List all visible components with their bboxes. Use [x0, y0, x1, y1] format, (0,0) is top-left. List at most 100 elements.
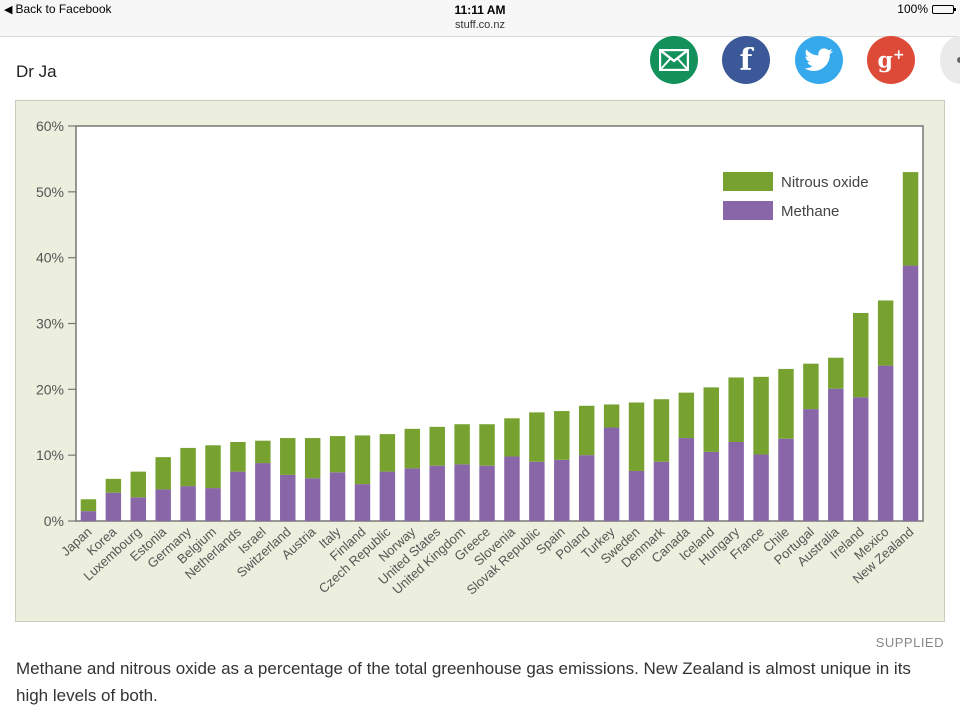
bar-methane-portugal	[803, 409, 819, 521]
bar-nitrous-oxide-netherlands	[230, 442, 246, 472]
bar-methane-slovak-republic	[529, 461, 545, 521]
bar-methane-denmark	[653, 461, 670, 521]
bar-methane-germany	[180, 486, 196, 521]
bar-methane-israel	[255, 463, 271, 521]
bar-methane-estonia	[155, 489, 171, 521]
bar-nitrous-oxide-sweden	[628, 402, 645, 471]
bar-methane-hungary	[728, 442, 744, 521]
bar-nitrous-oxide-slovak-republic	[529, 412, 545, 462]
bar-methane-czech-republic	[379, 471, 396, 521]
bar-methane-spain	[554, 459, 570, 521]
bar-methane-norway	[404, 468, 421, 521]
author-name: Dr Ja	[16, 62, 57, 81]
emissions-chart: 0%10%20%30%40%50%60%JapanKoreaLuxembourg…	[36, 118, 924, 598]
url-display[interactable]: stuff.co.nz	[455, 19, 505, 31]
bar-nitrous-oxide-belgium	[205, 445, 221, 489]
bar-methane-poland	[578, 455, 595, 521]
bar-methane-mexico	[877, 365, 894, 521]
bar-methane-switzerland	[280, 474, 296, 521]
more-icon	[957, 57, 960, 63]
bar-nitrous-oxide-japan	[80, 499, 97, 512]
bar-nitrous-oxide-denmark	[653, 399, 670, 462]
y-tick-label: 50%	[36, 184, 64, 200]
back-label: Back to Facebook	[15, 2, 112, 16]
bar-nitrous-oxide-norway	[404, 428, 421, 469]
battery-percent: 100%	[897, 2, 928, 16]
y-tick-label: 40%	[36, 250, 64, 266]
bar-methane-new-zealand	[902, 265, 919, 521]
twitter-icon	[804, 48, 833, 71]
bar-methane-korea	[105, 492, 122, 521]
bar-methane-greece	[479, 465, 495, 521]
y-tick-label: 60%	[36, 118, 64, 134]
status-bar: ◀ Back to Facebook 11:11 AM stuff.co.nz …	[0, 0, 960, 37]
bar-methane-sweden	[628, 470, 645, 521]
bar-nitrous-oxide-estonia	[155, 457, 171, 490]
bar-nitrous-oxide-hungary	[728, 377, 744, 442]
bar-nitrous-oxide-korea	[105, 478, 122, 493]
bar-nitrous-oxide-australia	[828, 357, 844, 389]
bar-nitrous-oxide-luxembourg	[130, 471, 147, 498]
bar-methane-austria	[304, 478, 321, 521]
bar-nitrous-oxide-france	[753, 376, 769, 455]
bar-nitrous-oxide-new-zealand	[902, 172, 919, 266]
bar-methane-slovenia	[504, 456, 520, 521]
bar-methane-turkey	[603, 427, 620, 521]
bar-nitrous-oxide-czech-republic	[379, 434, 396, 472]
battery-status: 100%	[897, 2, 956, 16]
email-icon	[659, 49, 689, 71]
bar-methane-italy	[329, 472, 346, 521]
y-tick-label: 30%	[36, 316, 64, 332]
bar-methane-australia	[828, 388, 844, 521]
google-plus-icon: g+	[877, 46, 905, 74]
bar-nitrous-oxide-united-states	[429, 426, 445, 466]
bar-nitrous-oxide-ireland	[852, 312, 869, 398]
bar-nitrous-oxide-germany	[180, 447, 196, 487]
legend-label-nitrous-oxide: Nitrous oxide	[781, 174, 869, 191]
bar-methane-luxembourg	[130, 497, 147, 521]
y-tick-label: 10%	[36, 447, 64, 463]
bar-methane-belgium	[205, 488, 221, 521]
bar-nitrous-oxide-finland	[354, 435, 371, 485]
bar-methane-united-states	[429, 465, 445, 521]
email-share-button[interactable]	[650, 36, 698, 84]
back-to-app-link[interactable]: ◀ Back to Facebook	[4, 2, 112, 16]
bar-nitrous-oxide-israel	[255, 440, 271, 464]
bar-nitrous-oxide-iceland	[703, 387, 719, 452]
image-caption: Methane and nitrous oxide as a percentag…	[16, 659, 911, 705]
image-credit: SUPPLIED	[875, 635, 944, 650]
facebook-icon: f	[739, 42, 753, 78]
bar-nitrous-oxide-spain	[554, 411, 570, 460]
more-share-button[interactable]	[940, 36, 960, 84]
bar-nitrous-oxide-slovenia	[504, 418, 520, 457]
bar-methane-united-kingdom	[454, 464, 470, 521]
bar-methane-japan	[80, 511, 97, 521]
bar-methane-france	[753, 454, 769, 521]
battery-icon	[932, 4, 956, 14]
y-tick-label: 20%	[36, 381, 64, 397]
bar-nitrous-oxide-united-kingdom	[454, 424, 470, 465]
y-tick-label: 0%	[44, 513, 64, 529]
bar-methane-iceland	[703, 451, 719, 521]
back-chevron-icon: ◀	[4, 3, 13, 16]
legend-label-methane: Methane	[781, 203, 839, 220]
google-plus-share-button[interactable]: g+	[867, 36, 915, 84]
twitter-share-button[interactable]	[795, 36, 843, 84]
legend-swatch-methane	[723, 201, 773, 220]
bar-nitrous-oxide-chile	[778, 368, 794, 439]
bar-methane-chile	[778, 438, 794, 521]
bar-nitrous-oxide-poland	[578, 405, 595, 456]
bar-nitrous-oxide-greece	[479, 424, 495, 466]
bar-methane-canada	[678, 438, 695, 521]
chart-frame: 0% 10% 20% 30% 40% 50% 60% Japan Korea Luxembourg…	[15, 100, 945, 622]
bar-nitrous-oxide-austria	[304, 438, 321, 479]
facebook-share-button[interactable]: f	[722, 36, 770, 84]
bar-nitrous-oxide-turkey	[603, 404, 620, 428]
bar-methane-netherlands	[230, 471, 246, 521]
bar-nitrous-oxide-mexico	[877, 300, 894, 366]
bar-nitrous-oxide-portugal	[803, 363, 819, 410]
bar-nitrous-oxide-switzerland	[280, 438, 296, 475]
bar-methane-finland	[354, 484, 371, 521]
bar-nitrous-oxide-italy	[329, 436, 346, 473]
bar-methane-ireland	[852, 397, 869, 521]
